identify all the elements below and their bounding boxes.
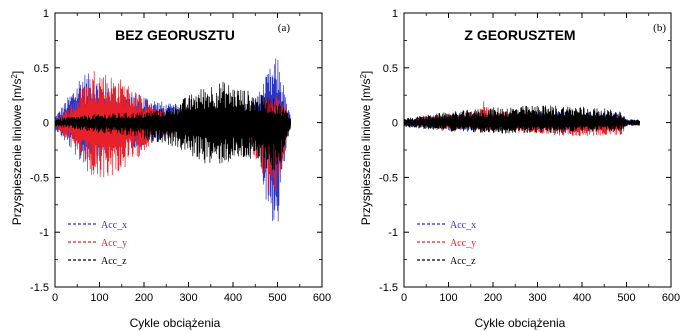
x-tick-label: 600 [313,292,331,304]
y-tick-label: 0 [43,118,49,130]
y-tick-label: 0.5 [383,63,398,75]
x-tick-label: 400 [224,292,242,304]
legend-entry: Acc_y [450,238,476,249]
y-tick-label: -1.5 [30,282,49,294]
legend-entry: Acc_x [101,220,127,231]
x-tick-label: 500 [617,292,635,304]
x-tick-label: 500 [268,292,286,304]
legend-entry: Acc_x [450,220,476,231]
x-axis-label: Cykle obciążenia [475,316,566,330]
y-axis-label: Przyspieszenie liniowe [m/s2] [359,71,373,226]
panel-label: (a) [278,22,291,34]
panel-title: BEZ GEORUSZTU [115,27,235,43]
x-tick-label: 100 [90,292,108,304]
y-tick-label: 1 [392,8,398,20]
x-tick-label: 300 [528,292,546,304]
y-tick-label: -0.5 [379,172,398,184]
x-tick-label: 0 [401,292,407,304]
y-tick-label: -0.5 [30,172,49,184]
x-tick-label: 200 [135,292,153,304]
plot-frame [404,13,671,287]
legend-entry: Acc_z [101,256,127,267]
y-tick-label: 0.5 [34,63,49,75]
panel-title: Z GEORUSZTEM [464,27,575,43]
y-tick-label: 0 [392,118,398,130]
y-tick-label: 1 [43,8,49,20]
legend-entry: Acc_y [101,238,127,249]
y-tick-label: -1.5 [379,282,398,294]
panel-b: Przyspieszenie liniowe [m/s2] 0 100 200 300… [359,8,680,330]
x-tick-label: 200 [484,292,502,304]
x-axis-label: Cykle obciążenia [130,316,221,330]
x-tick-label: 100 [439,292,457,304]
y-tick-label: -1 [388,227,398,239]
panel-label: (b) [653,22,666,34]
panel-a: Przyspieszenie liniowe [m/s2] 0 100 200 300… [10,8,331,330]
legend-entry: Acc_z [450,256,476,267]
x-tick-label: 600 [662,292,680,304]
x-tick-label: 400 [573,292,591,304]
y-axis-label: Przyspieszenie liniowe [m/s2] [10,71,24,226]
x-tick-label: 300 [179,292,197,304]
y-tick-label: -1 [39,227,49,239]
x-tick-label: 0 [52,292,58,304]
